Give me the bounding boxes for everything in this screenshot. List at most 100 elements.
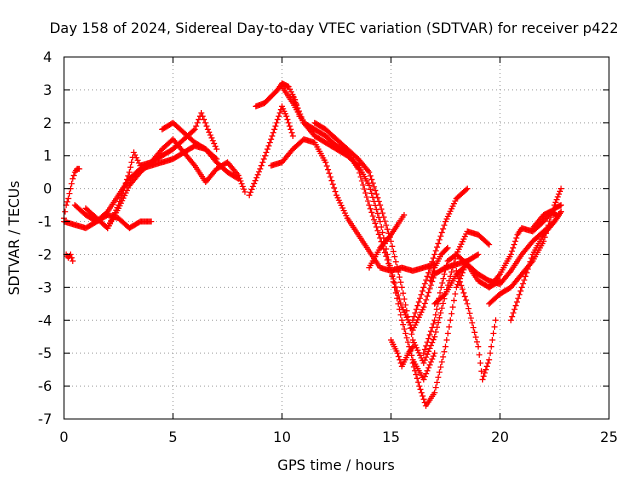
data-point bbox=[68, 180, 75, 187]
series-track-19 bbox=[427, 244, 451, 284]
data-point bbox=[469, 319, 476, 326]
data-point bbox=[397, 279, 404, 286]
data-point bbox=[391, 253, 398, 260]
data-point bbox=[259, 159, 266, 166]
data-point bbox=[555, 191, 562, 198]
data-point bbox=[404, 313, 411, 320]
data-point bbox=[512, 238, 519, 245]
data-point bbox=[287, 126, 294, 133]
data-point bbox=[439, 279, 446, 286]
data-point bbox=[528, 255, 535, 262]
data-point bbox=[435, 319, 442, 326]
data-point bbox=[420, 360, 427, 367]
data-point bbox=[435, 374, 442, 381]
data-point bbox=[415, 379, 422, 386]
data-point bbox=[253, 174, 260, 181]
data-point bbox=[446, 323, 453, 330]
data-point bbox=[448, 310, 455, 317]
data-point bbox=[379, 210, 386, 217]
data-point bbox=[286, 86, 293, 93]
data-point bbox=[133, 154, 140, 161]
data-point bbox=[509, 313, 516, 320]
data-point bbox=[420, 304, 427, 311]
data-point bbox=[508, 248, 515, 255]
data-point bbox=[134, 157, 141, 164]
data-point bbox=[448, 269, 455, 276]
data-point bbox=[395, 269, 402, 276]
data-point bbox=[272, 123, 279, 130]
data-point bbox=[409, 317, 416, 324]
data-point bbox=[424, 273, 431, 280]
data-point bbox=[193, 123, 200, 130]
data-point bbox=[516, 291, 523, 298]
data-point bbox=[484, 240, 491, 247]
data-point bbox=[69, 175, 76, 182]
data-point bbox=[375, 231, 382, 238]
data-point bbox=[117, 194, 124, 201]
data-point bbox=[440, 300, 447, 307]
data-point bbox=[383, 245, 390, 252]
data-point bbox=[515, 295, 522, 302]
data-point bbox=[473, 252, 480, 259]
data-point bbox=[378, 224, 385, 231]
data-point bbox=[403, 334, 410, 341]
data-point bbox=[369, 213, 376, 220]
data-point bbox=[449, 304, 456, 311]
data-point bbox=[406, 319, 413, 326]
data-point bbox=[190, 127, 197, 134]
series-track-16 bbox=[409, 251, 482, 409]
data-point bbox=[390, 275, 397, 282]
data-point bbox=[524, 266, 531, 273]
data-point bbox=[527, 258, 534, 265]
y-tick-label: -1 bbox=[38, 215, 52, 231]
data-point bbox=[444, 330, 451, 337]
data-point bbox=[391, 279, 398, 286]
data-point bbox=[554, 193, 561, 200]
data-point bbox=[275, 113, 282, 120]
data-point bbox=[444, 244, 451, 251]
data-point bbox=[208, 134, 215, 141]
y-axis-label: SDTVAR / TECUs bbox=[7, 181, 23, 296]
data-point bbox=[430, 353, 437, 360]
data-point bbox=[403, 307, 410, 314]
data-point bbox=[423, 342, 430, 349]
data-point bbox=[366, 182, 373, 189]
data-point bbox=[551, 202, 558, 209]
data-point bbox=[126, 169, 133, 176]
data-point bbox=[212, 143, 219, 150]
data-point bbox=[466, 310, 473, 317]
data-point bbox=[119, 191, 126, 198]
data-point bbox=[430, 336, 437, 343]
x-tick-label: 20 bbox=[491, 430, 509, 446]
data-point bbox=[417, 386, 424, 393]
plot-frame bbox=[63, 56, 610, 420]
data-point bbox=[467, 315, 474, 322]
data-point bbox=[420, 396, 427, 403]
data-point bbox=[361, 186, 368, 193]
data-point bbox=[388, 267, 394, 274]
data-point bbox=[414, 302, 421, 309]
series-track-12 bbox=[279, 83, 471, 334]
data-point bbox=[437, 309, 444, 316]
data-point bbox=[423, 354, 430, 361]
data-point bbox=[513, 235, 520, 241]
data-point bbox=[418, 291, 425, 298]
y-tick-label: 4 bbox=[43, 50, 52, 66]
data-point bbox=[472, 334, 479, 341]
series-track-22 bbox=[486, 202, 565, 291]
data-point bbox=[421, 300, 428, 307]
data-point bbox=[438, 229, 445, 236]
data-point bbox=[441, 222, 448, 229]
data-point bbox=[248, 186, 255, 193]
data-point bbox=[368, 209, 375, 216]
data-point bbox=[265, 142, 272, 149]
series-track-18 bbox=[409, 185, 471, 324]
data-point bbox=[428, 274, 435, 281]
data-point bbox=[436, 314, 443, 321]
data-point bbox=[441, 271, 448, 278]
data-point bbox=[66, 190, 73, 197]
y-tick-label: 1 bbox=[43, 149, 52, 165]
data-point bbox=[464, 300, 471, 307]
data-point bbox=[125, 172, 132, 179]
y-tick-label: -6 bbox=[38, 379, 52, 395]
